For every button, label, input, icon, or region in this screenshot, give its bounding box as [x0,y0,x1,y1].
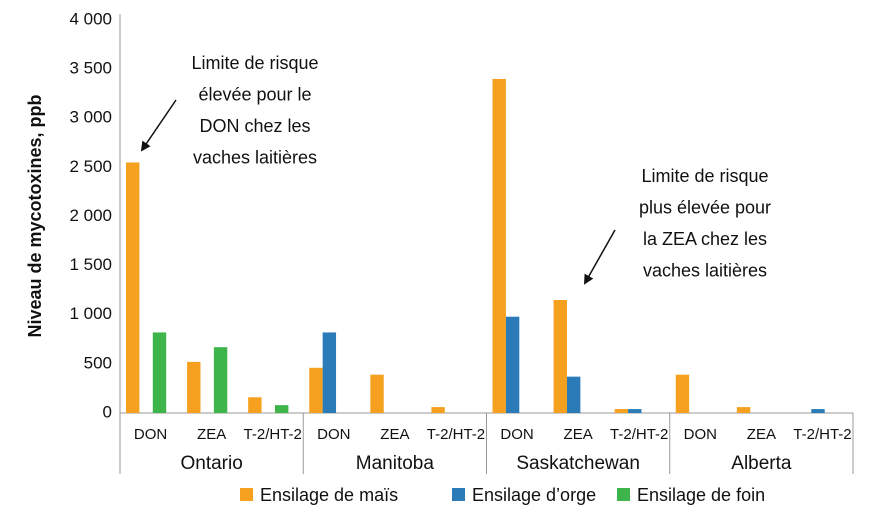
y-tick-label: 3 500 [69,59,112,78]
x-tick-label: ZEA [747,426,776,443]
bar [553,300,567,413]
x-tick-label: DON [684,426,717,443]
y-tick-label: 500 [84,353,112,372]
annotation-text: vaches laitières [643,260,767,280]
bar [213,347,228,413]
y-tick-label: 1 500 [69,255,112,274]
x-tick-label: T-2/HT-2 [427,426,485,443]
x-tick-label: DON [500,426,533,443]
bar [614,409,629,413]
annotation-text: DON chez les [199,116,310,136]
y-tick-label: 1 000 [69,304,112,323]
group-label: Ontario [180,453,242,474]
bar [370,374,384,413]
y-tick-label: 2 500 [69,157,112,176]
annotation-text: Limite de risque [191,53,318,73]
bar [675,374,690,413]
group-label: Saskatchewan [516,453,640,474]
y-tick-label: 3 000 [69,108,112,127]
x-tick-label: T-2/HT-2 [610,426,668,443]
legend-label: Ensilage de maïs [260,485,398,505]
legend-label: Ensilage d’orge [472,485,596,505]
y-axis-label: Niveau de mycotoxines, ppb [25,94,45,337]
annotation-text: Limite de risque [641,166,768,186]
x-tick-label: T-2/HT-2 [244,426,302,443]
x-tick-label: ZEA [564,426,593,443]
annotation-arrow [584,229,616,285]
x-tick-label: DON [317,426,350,443]
bar [248,397,262,413]
x-tick-label: ZEA [197,426,226,443]
bar [736,407,751,413]
bar [274,405,289,413]
group-label: Manitoba [356,453,435,474]
annotation-text: élevée pour le [198,84,311,104]
legend-label: Ensilage de foin [637,485,765,505]
annotation-text: vaches laitières [193,147,317,167]
x-tick-label: ZEA [380,426,409,443]
legend-swatch [617,488,630,501]
y-tick-label: 0 [103,402,112,421]
bar [187,361,201,413]
bar [309,367,323,413]
x-tick-label: T-2/HT-2 [793,426,851,443]
y-tick-label: 2 000 [69,206,112,225]
bar [492,78,506,413]
bar [322,332,337,413]
annotation-text: plus élevée pour [639,197,771,217]
bar [811,409,825,413]
bar [431,407,445,413]
legend-swatch [452,488,465,501]
bar [505,316,520,413]
annotation-text: la ZEA chez les [643,229,767,249]
bar [152,332,167,413]
legend-swatch [240,488,253,501]
group-label: Alberta [731,453,792,474]
y-tick-label: 4 000 [69,9,112,28]
bar [628,409,642,413]
bar [566,376,581,413]
annotation-arrow [140,99,177,152]
bar [126,162,140,413]
x-tick-label: DON [134,426,167,443]
